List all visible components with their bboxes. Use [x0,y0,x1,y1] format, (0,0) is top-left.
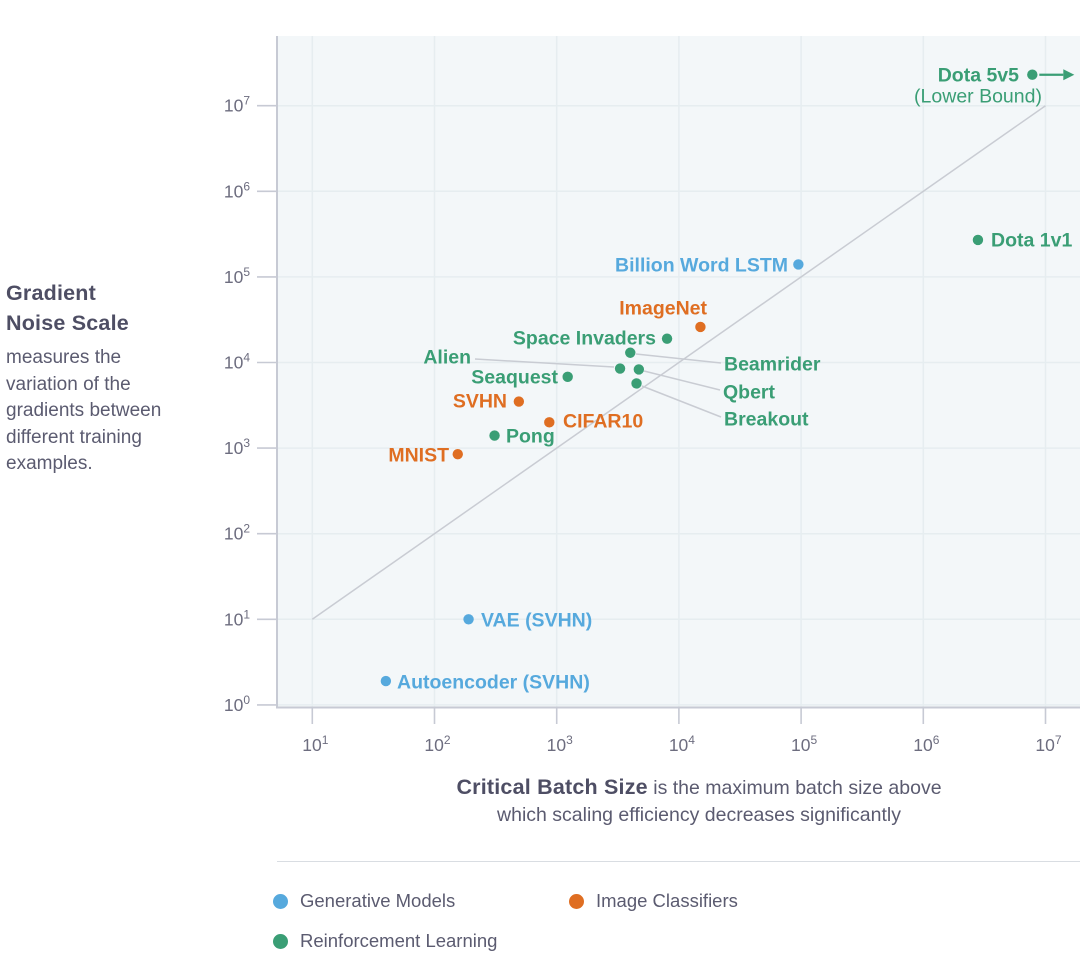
y-axis-annotation: Gradient Noise Scale measures the variat… [6,278,218,478]
point-label-imagenet: ImageNet [619,298,707,320]
plot-background [276,36,1080,708]
point-label-alien: Alien [423,347,471,369]
legend-dot-green [273,933,288,949]
legend-label: Reinforcement Learning [300,930,498,951]
point-label-dota-5v5: Dota 5v5 [938,65,1019,87]
point-imagenet [695,321,706,333]
trend-line [311,105,1046,620]
tick-marks [257,104,1047,724]
point-label-svhn: SVHN [453,391,507,413]
legend-dot-blue [273,893,288,909]
y-tick-label: 103 [224,436,250,458]
point-mnist [452,448,463,460]
x-tick-label: 106 [913,733,939,755]
legend-label: Generative Models [300,890,456,911]
point-autoencoder-svhn- [380,675,392,687]
point-dota-1v1 [972,234,984,246]
legend-item-generative-models: Generative Models [273,890,455,912]
scatter-plot: 100 101 102 103 104 105 106 107 101 102 103 104 105 1… [224,36,1080,755]
point-cifar10 [544,417,555,428]
gridlines [276,36,1080,708]
legend-divider [277,861,1080,862]
x-axis-caption-line1: Critical Batch Size is the maximum batch… [318,773,1080,802]
point-alien [614,363,626,374]
point-label-billion-word-lstm: Billion Word LSTM [615,255,788,277]
x-tick-label: 101 [302,733,328,755]
label-connector-alien [474,358,615,368]
x-tick-label: 103 [547,733,573,755]
point-beamrider [625,347,636,358]
y-tick-label: 101 [224,607,250,629]
point-dota-5v5 [1027,69,1038,80]
x-axis-caption: Critical Batch Size is the maximum batch… [318,773,1080,829]
annotation-body: measures the variation of the gradients … [6,347,162,474]
point-label-vae-svhn-: VAE (SVHN) [481,610,592,632]
annotation-title: Gradient Noise Scale [6,281,129,335]
label-connector-beamrider [635,353,722,364]
point-label-space-invaders: Space Invaders [513,328,656,350]
point-breakout [631,378,642,389]
point-label-pong: Pong [506,426,555,448]
y-tick-label: 102 [224,522,250,544]
x-axis-title: Critical Batch Size [456,775,648,799]
legend-item-reinforcement-learning: Reinforcement Learning [273,930,497,952]
x-axis-subtitle-line2: which scaling efficiency decreases signi… [497,804,901,826]
x-tick-label: 102 [424,733,450,755]
y-tick-label: 104 [224,351,250,373]
legend-dot-orange [569,893,584,909]
legend-label: Image Classifiers [596,890,738,911]
x-tick-label: 104 [669,733,695,755]
label-connector-breakout [641,385,722,418]
point-seaquest [562,371,573,383]
point-pong [489,430,500,441]
point-billion-word-lstm [793,259,804,270]
label-connector-qbert [643,370,721,391]
point-qbert [633,364,645,375]
point-label-beamrider: Beamrider [724,354,821,376]
x-tick-label: 105 [791,733,817,755]
point-space-invaders [661,333,673,344]
lower-bound-arrow-head [1063,69,1075,81]
point-label-cifar10: CIFAR10 [563,411,643,433]
y-tick-label: 105 [224,265,250,287]
point-vae-svhn- [463,614,474,625]
point-svhn [513,396,525,407]
point-label-autoencoder-svhn-: Autoencoder (SVHN) [397,672,590,694]
point-label-breakout: Breakout [724,409,809,431]
point-label-qbert: Qbert [723,382,776,404]
y-tick-label: 107 [224,94,250,116]
point-sublabel-dota-5v5: (Lower Bound) [914,86,1042,108]
point-label-mnist: MNIST [388,445,449,467]
x-tick-label: 107 [1035,733,1061,755]
legend-item-image-classifiers: Image Classifiers [569,890,738,912]
point-label-seaquest: Seaquest [471,367,558,389]
x-axis-subtitle: is the maximum batch size above [647,777,942,799]
y-tick-label: 100 [224,693,250,715]
axes [276,36,1080,709]
y-tick-label: 106 [224,179,250,201]
point-label-dota-1v1: Dota 1v1 [991,230,1072,252]
